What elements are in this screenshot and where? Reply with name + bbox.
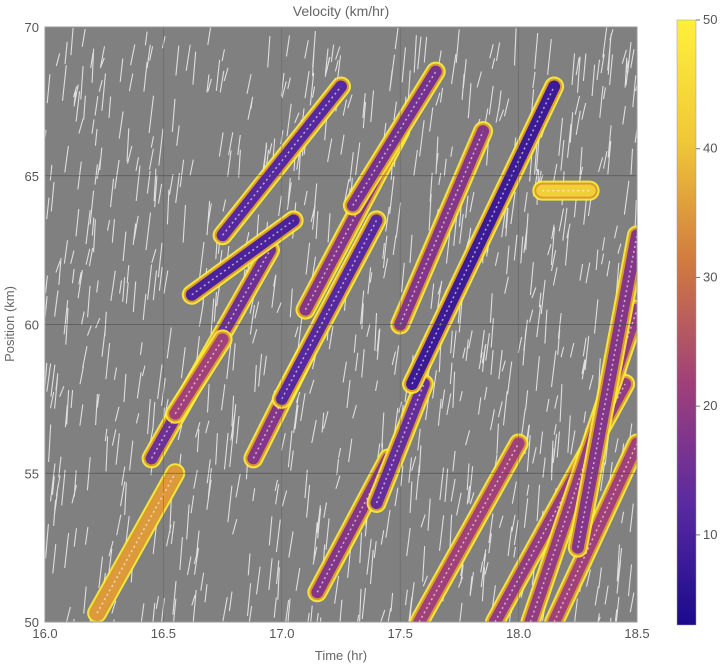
colorbar: 10 20 30 40 50 xyxy=(676,12,717,626)
colorbar-ticks: 10 20 30 40 50 xyxy=(696,12,717,542)
congestion-band xyxy=(342,61,446,216)
congestion-band xyxy=(390,121,494,335)
congestion-bands xyxy=(87,61,637,622)
congestion-band xyxy=(402,76,565,394)
y-tick-label: 55 xyxy=(25,466,39,481)
congestion-band xyxy=(87,463,186,622)
x-axis-title: Time (hr) xyxy=(315,648,367,663)
colorbar-tick-label: 20 xyxy=(703,398,717,413)
y-axis-title: Position (km) xyxy=(2,286,17,362)
colorbar-tick-label: 10 xyxy=(703,527,717,542)
y-tick-label: 50 xyxy=(25,615,39,630)
colorbar-gradient xyxy=(676,19,697,626)
colorbar-tick-label: 50 xyxy=(703,12,717,27)
congestion-band xyxy=(165,329,233,424)
plot-area xyxy=(44,26,638,623)
congestion-band xyxy=(567,225,637,558)
colorbar-tick-label: 30 xyxy=(703,269,717,284)
congestion-band xyxy=(181,210,304,305)
x-tick-label: 17.5 xyxy=(388,626,413,641)
plot-frame xyxy=(44,26,638,623)
chart-title: Velocity (km/hr) xyxy=(293,3,389,19)
x-tick-label: 18.0 xyxy=(506,626,531,641)
colorbar-tick-label: 40 xyxy=(703,141,717,156)
x-tick-label: 16.0 xyxy=(32,626,57,641)
x-axis: 16.0 16.5 17.0 17.5 18.0 18.5 xyxy=(32,626,649,641)
y-tick-label: 60 xyxy=(25,318,39,333)
x-tick-label: 17.0 xyxy=(269,626,294,641)
y-tick-label: 65 xyxy=(25,169,39,184)
y-tick-label: 70 xyxy=(25,20,39,35)
x-tick-label: 16.5 xyxy=(151,626,176,641)
y-axis: 50 55 60 65 70 xyxy=(25,20,39,630)
congestion-band xyxy=(271,210,387,409)
x-tick-label: 18.5 xyxy=(624,626,649,641)
